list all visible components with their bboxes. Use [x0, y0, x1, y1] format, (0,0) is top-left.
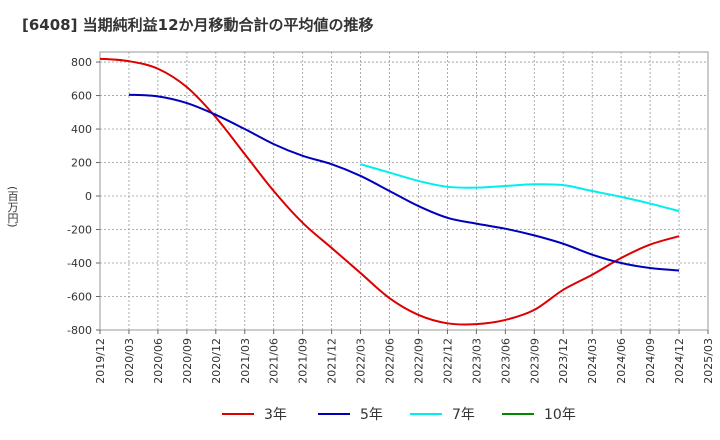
x-tick-label: 2022/06 [384, 338, 397, 384]
x-tick-label: 2019/12 [94, 338, 107, 384]
x-tick-label: 2024/09 [644, 338, 657, 384]
y-tick-label: -600 [67, 291, 92, 304]
y-axis-unit-label: (百万円) [6, 186, 19, 228]
x-tick-label: 2025/03 [702, 338, 715, 384]
legend-label-2: 5年 [360, 407, 383, 423]
plot-area [99, 51, 709, 331]
x-tick-label: 2020/09 [181, 338, 194, 384]
y-tick-label: 400 [71, 123, 92, 136]
x-tick-label: 2021/09 [297, 338, 310, 384]
x-tick-label: 2020/06 [152, 338, 165, 384]
series-line-1 [99, 57, 680, 326]
y-tick-label: 200 [71, 157, 92, 170]
x-tick-label: 2024/06 [615, 338, 628, 384]
x-tick-label: 2022/12 [441, 338, 454, 384]
legend-label-3: 7年 [452, 407, 475, 423]
x-tick-label: 2022/09 [412, 338, 425, 384]
x-tick-label: 2024/12 [673, 338, 686, 384]
x-tick-label: 2020/03 [123, 338, 136, 384]
x-tick-label: 2024/03 [586, 338, 599, 384]
y-tick-label: -200 [67, 224, 92, 237]
series-line-2 [128, 93, 680, 272]
legend-label-4: 10年 [544, 407, 576, 423]
x-tick-label: 2023/03 [470, 338, 483, 384]
legend-label-1: 3年 [264, 407, 287, 423]
y-tick-label: 0 [85, 190, 92, 203]
x-tick-label: 2020/12 [210, 338, 223, 384]
y-tick-label: -400 [67, 257, 92, 270]
x-tick-label: 2021/12 [326, 338, 339, 384]
x-tick-label: 2021/06 [268, 338, 281, 384]
y-tick-label: 600 [71, 90, 92, 103]
chart-title: [6408] 当期純利益12か月移動合計の平均値の推移 [22, 16, 374, 34]
x-tick-label: 2023/12 [557, 338, 570, 384]
x-tick-label: 2023/09 [528, 338, 541, 384]
y-tick-label: 800 [71, 56, 92, 69]
series-line-3 [360, 163, 680, 213]
x-tick-label: 2023/06 [499, 338, 512, 384]
x-tick-label: 2022/03 [355, 338, 368, 384]
x-tick-label: 2021/03 [239, 338, 252, 384]
y-tick-label: -800 [67, 324, 92, 337]
